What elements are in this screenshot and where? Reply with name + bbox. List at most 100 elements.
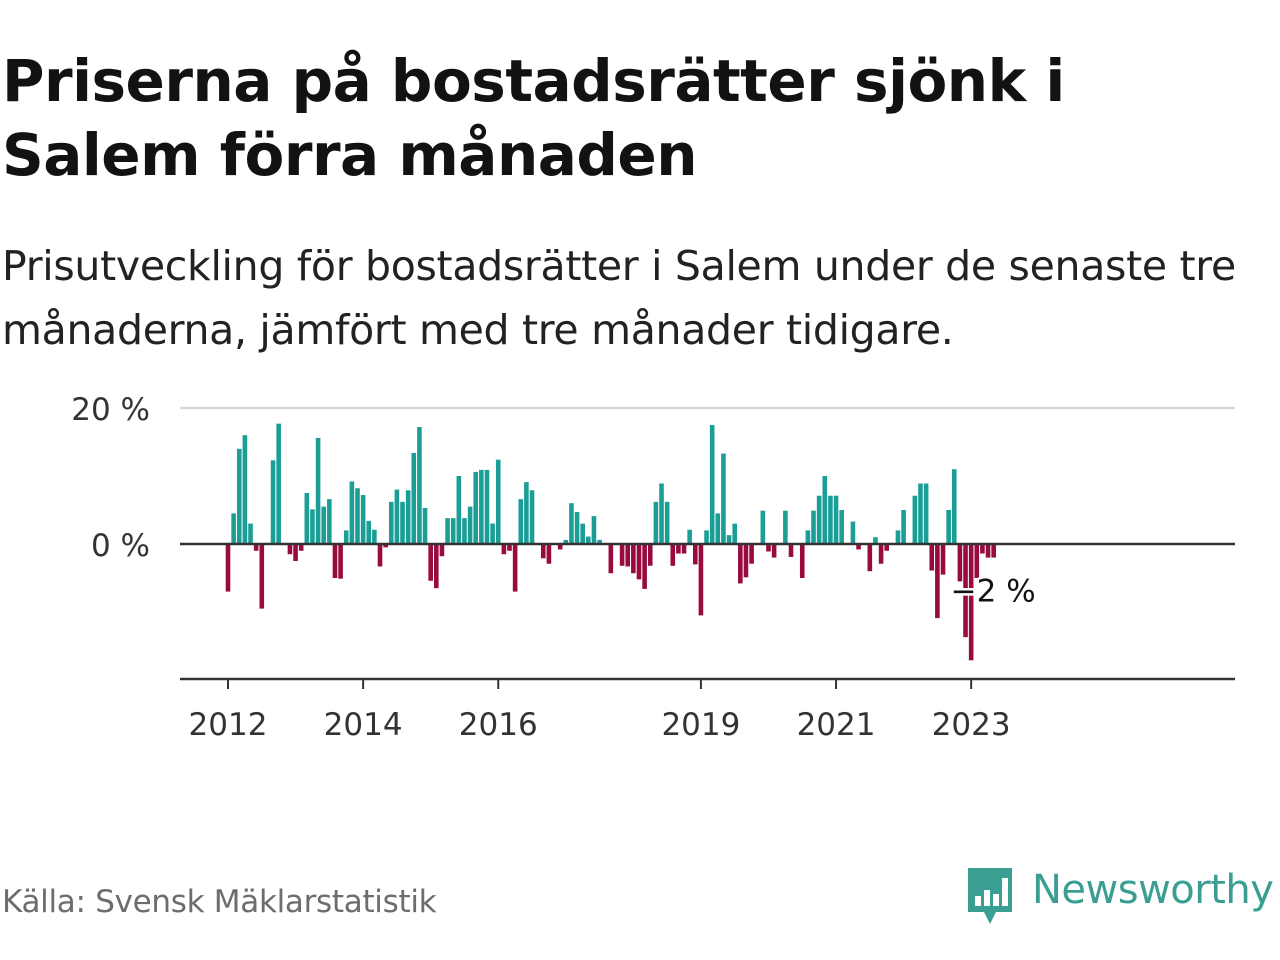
bar xyxy=(749,544,754,564)
bar xyxy=(377,544,383,567)
bar xyxy=(366,520,372,544)
bar xyxy=(822,476,828,544)
bar xyxy=(783,510,788,544)
bar xyxy=(529,490,535,544)
bar xyxy=(349,481,355,544)
bar xyxy=(608,544,614,574)
bar-series xyxy=(225,423,996,661)
bar xyxy=(253,544,259,551)
bar xyxy=(580,523,585,544)
bar xyxy=(501,544,507,555)
bar xyxy=(512,544,518,592)
bar xyxy=(631,544,636,574)
bar xyxy=(951,469,957,544)
bar xyxy=(557,544,563,550)
x-tick-label: 2021 xyxy=(797,707,876,743)
bar xyxy=(816,495,822,544)
bar xyxy=(298,544,304,551)
source-note: Källa: Svensk Mäklarstatistik xyxy=(2,884,437,920)
bar xyxy=(360,495,366,544)
bar xyxy=(473,471,479,544)
bar xyxy=(400,501,405,544)
bar xyxy=(918,483,923,544)
bar xyxy=(383,544,388,548)
bar xyxy=(799,544,805,578)
bar xyxy=(569,503,574,544)
tick-labels: 20 % 0 % 2012 2014 2016 2019 2021 2023 −2 % xyxy=(71,392,1038,743)
bar xyxy=(805,530,811,544)
bar xyxy=(242,435,248,544)
bar xyxy=(968,544,974,661)
bar xyxy=(591,516,597,544)
bar xyxy=(642,544,647,589)
bar xyxy=(484,469,490,544)
bar xyxy=(231,513,236,544)
bar xyxy=(991,544,996,558)
bar xyxy=(270,460,276,544)
bar xyxy=(462,518,467,544)
bar xyxy=(687,529,692,544)
bar xyxy=(811,510,816,544)
bar xyxy=(563,539,569,544)
brand-logo[interactable]: Newsworthy xyxy=(966,862,1276,926)
bar xyxy=(895,530,901,544)
x-tick-label: 2012 xyxy=(189,707,268,743)
bar xyxy=(636,544,642,580)
bar xyxy=(619,544,625,566)
bar xyxy=(428,544,433,581)
bar xyxy=(676,544,681,554)
bar xyxy=(586,536,591,544)
bar xyxy=(878,544,884,564)
bar xyxy=(923,483,929,544)
page-title: Priserna på bostadsrätter sjönk i Salem … xyxy=(2,47,1065,189)
bar xyxy=(901,510,906,544)
bar xyxy=(479,469,484,544)
bar xyxy=(692,544,698,565)
bar xyxy=(450,518,456,544)
bar xyxy=(456,476,462,544)
bar xyxy=(394,489,400,544)
bar xyxy=(963,544,968,638)
bar xyxy=(372,529,377,544)
bar xyxy=(653,501,659,544)
bar xyxy=(721,453,726,544)
bar xyxy=(445,518,450,544)
bar xyxy=(343,530,349,544)
bar xyxy=(664,501,670,544)
bar xyxy=(709,425,715,544)
bar xyxy=(546,544,552,564)
bar xyxy=(732,523,737,544)
bar xyxy=(839,510,844,544)
bar xyxy=(405,490,411,544)
last-value-label: −2 % xyxy=(951,574,1036,610)
bar xyxy=(597,539,602,544)
bar xyxy=(310,509,315,544)
x-tick-label: 2019 xyxy=(661,707,740,743)
bar xyxy=(225,544,231,592)
bar xyxy=(540,544,546,559)
bar xyxy=(338,544,343,579)
bar xyxy=(647,544,653,566)
bar xyxy=(867,544,873,572)
bar xyxy=(467,506,473,544)
bar xyxy=(388,501,394,544)
bar xyxy=(507,544,512,551)
bar xyxy=(884,544,890,551)
bar xyxy=(670,544,676,566)
bar xyxy=(985,544,991,558)
bar xyxy=(411,452,417,544)
bar xyxy=(518,499,524,544)
bar xyxy=(439,544,445,557)
bar xyxy=(434,544,439,589)
bar xyxy=(833,495,839,544)
bar xyxy=(715,513,721,544)
bar xyxy=(681,544,687,554)
bar xyxy=(704,530,709,544)
bar xyxy=(946,510,951,544)
bar xyxy=(574,512,580,544)
bar xyxy=(760,510,766,544)
bar xyxy=(766,544,771,552)
bar xyxy=(276,423,281,544)
x-tick-label: 2016 xyxy=(459,707,538,743)
bar xyxy=(490,523,495,544)
